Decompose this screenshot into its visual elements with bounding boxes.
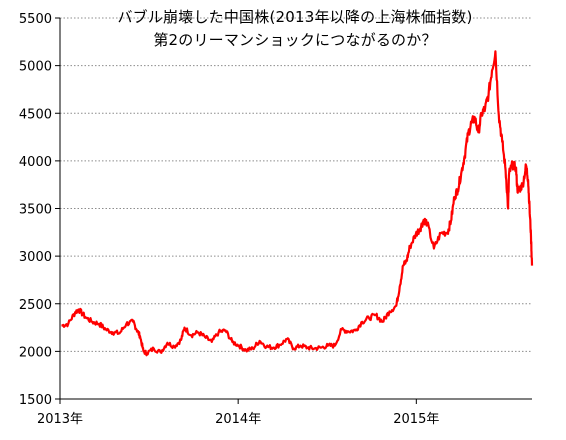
y-tick-label: 4000	[19, 155, 52, 170]
y-tick-label: 2500	[19, 298, 52, 313]
axes	[55, 17, 532, 404]
x-tick-labels: 2013年 2014年 2015年	[37, 412, 439, 427]
x-tick-label: 2015年	[393, 412, 439, 427]
grid-lines	[60, 17, 532, 352]
x-tick-label: 2014年	[215, 412, 261, 427]
y-tick-label: 4500	[19, 107, 52, 122]
y-tick-label: 5000	[19, 60, 52, 75]
chart-title-line-2: 第2のリーマンショックにつながるのか？	[153, 31, 437, 49]
y-tick-label: 3000	[19, 250, 52, 265]
y-tick-label: 1500	[19, 393, 52, 408]
x-tick-label: 2013年	[37, 412, 83, 427]
y-tick-label: 2000	[19, 345, 52, 360]
series-line	[61, 50, 534, 357]
plot-area	[61, 50, 534, 357]
y-tick-label: 3500	[19, 203, 52, 218]
y-tick-labels: 1500 2000 2500 3000 3500 4000 4500 5000 5500	[19, 12, 52, 408]
chart-title-line-1: バブル崩壊した中国株(2013年以降の上海株価指数)	[117, 8, 473, 26]
y-tick-label: 5500	[19, 12, 52, 27]
